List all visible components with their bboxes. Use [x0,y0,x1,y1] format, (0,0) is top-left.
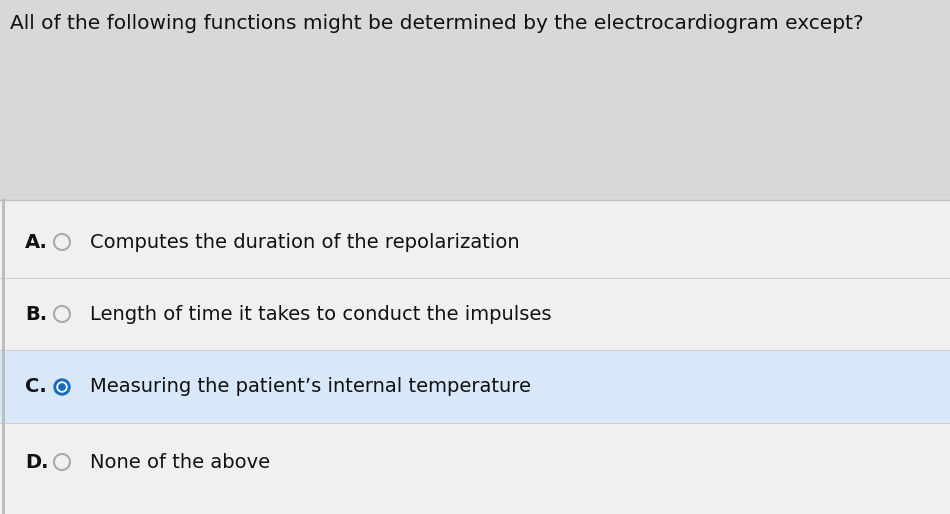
Text: C.: C. [25,377,47,396]
Circle shape [54,379,70,395]
Text: D.: D. [25,452,48,471]
FancyBboxPatch shape [0,351,950,423]
Text: All of the following functions might be determined by the electrocardiogram exce: All of the following functions might be … [10,14,864,33]
Text: Computes the duration of the repolarization: Computes the duration of the repolarizat… [90,232,520,251]
Text: None of the above: None of the above [90,452,270,471]
Text: A.: A. [25,232,48,251]
Circle shape [59,384,66,390]
FancyBboxPatch shape [0,200,950,514]
Circle shape [57,382,67,392]
Text: B.: B. [25,304,48,323]
Text: Length of time it takes to conduct the impulses: Length of time it takes to conduct the i… [90,304,552,323]
Text: Measuring the patient’s internal temperature: Measuring the patient’s internal tempera… [90,377,531,396]
